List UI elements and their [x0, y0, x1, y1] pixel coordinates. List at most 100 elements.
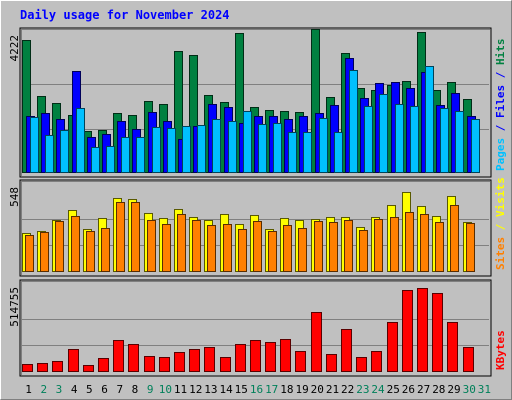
bar-kbytes-day-7 [113, 340, 124, 372]
bar-pages-day-21 [334, 132, 343, 173]
bar-sites-day-2 [40, 232, 49, 272]
x-tick-label-day-7: 7 [116, 383, 123, 396]
bar-pages-day-18 [288, 132, 297, 173]
bar-kbytes-day-1 [22, 364, 33, 372]
legend-part-1: / [494, 118, 507, 138]
bar-pages-day-2 [45, 135, 54, 173]
bar-pages-day-11 [182, 126, 191, 173]
legend-part-0: Pages [494, 138, 507, 171]
bar-sites-day-14 [223, 224, 232, 272]
x-tick-label-day-19: 19 [295, 383, 308, 396]
bar-sites-day-28 [435, 222, 444, 272]
bar-pages-day-16 [258, 124, 267, 173]
bar-sites-day-8 [131, 202, 140, 272]
bar-sites-day-17 [268, 231, 277, 272]
bar-pages-day-8 [136, 137, 145, 173]
x-tick-label-day-11: 11 [174, 383, 187, 396]
bar-kbytes-day-26 [402, 290, 413, 372]
bar-sites-day-26 [405, 212, 414, 272]
x-tick-label-day-5: 5 [86, 383, 93, 396]
bar-pages-day-4 [76, 108, 85, 173]
bar-pages-day-24 [379, 94, 388, 173]
panel-kbytes: 514755 KBytes [8, 279, 507, 377]
bar-kbytes-day-5 [83, 365, 94, 372]
bar-kbytes-day-23 [356, 357, 367, 372]
x-tick-label-day-10: 10 [159, 383, 172, 396]
bar-kbytes-day-25 [387, 322, 398, 372]
x-tick-label-day-16: 16 [250, 383, 263, 396]
bar-sites-day-6 [101, 228, 110, 272]
bar-pages-day-14 [228, 121, 237, 173]
bar-sites-day-4 [71, 216, 80, 272]
x-tick-label-day-3: 3 [56, 383, 63, 396]
legend-part-4: Hits [494, 39, 507, 66]
bar-sites-day-11 [177, 214, 186, 272]
legend-part-0: KBytes [494, 330, 507, 370]
right-axis-legend: Sites / Visits [494, 177, 507, 270]
bar-pages-day-17 [273, 123, 282, 173]
bar-kbytes-day-2 [37, 363, 48, 372]
bar-sites-day-7 [116, 202, 125, 272]
x-tick-label-day-6: 6 [101, 383, 108, 396]
plot-area-inner-shadow [21, 181, 490, 275]
bar-kbytes-day-19 [295, 351, 306, 372]
bar-sites-day-1 [25, 235, 34, 272]
bar-kbytes-day-10 [159, 357, 170, 372]
x-tick-label-day-8: 8 [132, 383, 139, 396]
x-tick-label-day-17: 17 [265, 383, 278, 396]
bar-sites-day-25 [390, 217, 399, 272]
right-axis-legend: KBytes [494, 330, 507, 370]
bar-kbytes-day-14 [220, 357, 231, 372]
x-tick-label-day-4: 4 [71, 383, 78, 396]
bar-sites-day-18 [283, 225, 292, 272]
bar-pages-day-15 [243, 111, 252, 173]
series-pages [30, 66, 480, 173]
legend-part-1: / [494, 217, 507, 237]
bar-pages-day-25 [395, 104, 404, 173]
x-tick-label-day-27: 27 [417, 383, 430, 396]
bar-pages-day-1 [30, 117, 39, 173]
x-tick-label-day-14: 14 [219, 383, 233, 396]
x-tick-label-day-18: 18 [280, 383, 293, 396]
bar-sites-day-13 [207, 225, 216, 272]
y-axis-max-label: 514755 [8, 287, 21, 327]
x-tick-label-day-9: 9 [147, 383, 154, 396]
x-axis-labels: 1 2 3 4 5 6 7 8 9 10 11 12 13 14 15 16 17 18 19 20 21 22 23 24 2… [25, 383, 491, 396]
bar-kbytes-day-11 [174, 352, 185, 372]
bar-pages-day-9 [152, 127, 161, 173]
bar-kbytes-day-6 [98, 358, 109, 372]
bar-pages-day-6 [106, 146, 115, 173]
bar-sites-day-15 [238, 229, 247, 272]
bar-pages-day-19 [303, 132, 312, 173]
x-tick-label-day-1: 1 [25, 383, 32, 396]
bar-pages-day-30 [471, 119, 480, 173]
x-tick-label-day-28: 28 [432, 383, 445, 396]
bar-sites-day-24 [374, 219, 383, 272]
x-tick-label-day-31: 31 [478, 383, 491, 396]
bar-kbytes-day-20 [311, 312, 322, 372]
panel-visits-sites: 548 Sites / Visits [8, 177, 507, 277]
bar-pages-day-5 [91, 147, 100, 173]
x-tick-label-day-12: 12 [189, 383, 202, 396]
plot-area-inner-shadow [21, 281, 490, 375]
x-tick-label-day-15: 15 [235, 383, 248, 396]
series-kbytes [22, 288, 474, 372]
bar-sites-day-22 [344, 220, 353, 272]
legend-part-2: Visits [494, 177, 507, 217]
bar-pages-day-27 [425, 66, 434, 173]
bar-sites-day-9 [147, 220, 156, 272]
bar-sites-day-20 [314, 221, 323, 272]
right-axis-legend: Pages / Files / Hits [494, 39, 507, 172]
bar-kbytes-day-15 [235, 344, 246, 372]
x-tick-label-day-21: 21 [326, 383, 339, 396]
bar-sites-day-3 [55, 221, 64, 272]
bar-pages-day-10 [167, 128, 176, 173]
legend-part-3: / [494, 65, 507, 85]
bar-kbytes-day-9 [144, 356, 155, 372]
bar-pages-day-22 [349, 70, 358, 173]
x-tick-label-day-30: 30 [463, 383, 476, 396]
bar-pages-day-3 [60, 130, 69, 173]
bar-pages-day-29 [455, 111, 464, 173]
bar-pages-day-7 [121, 137, 130, 173]
